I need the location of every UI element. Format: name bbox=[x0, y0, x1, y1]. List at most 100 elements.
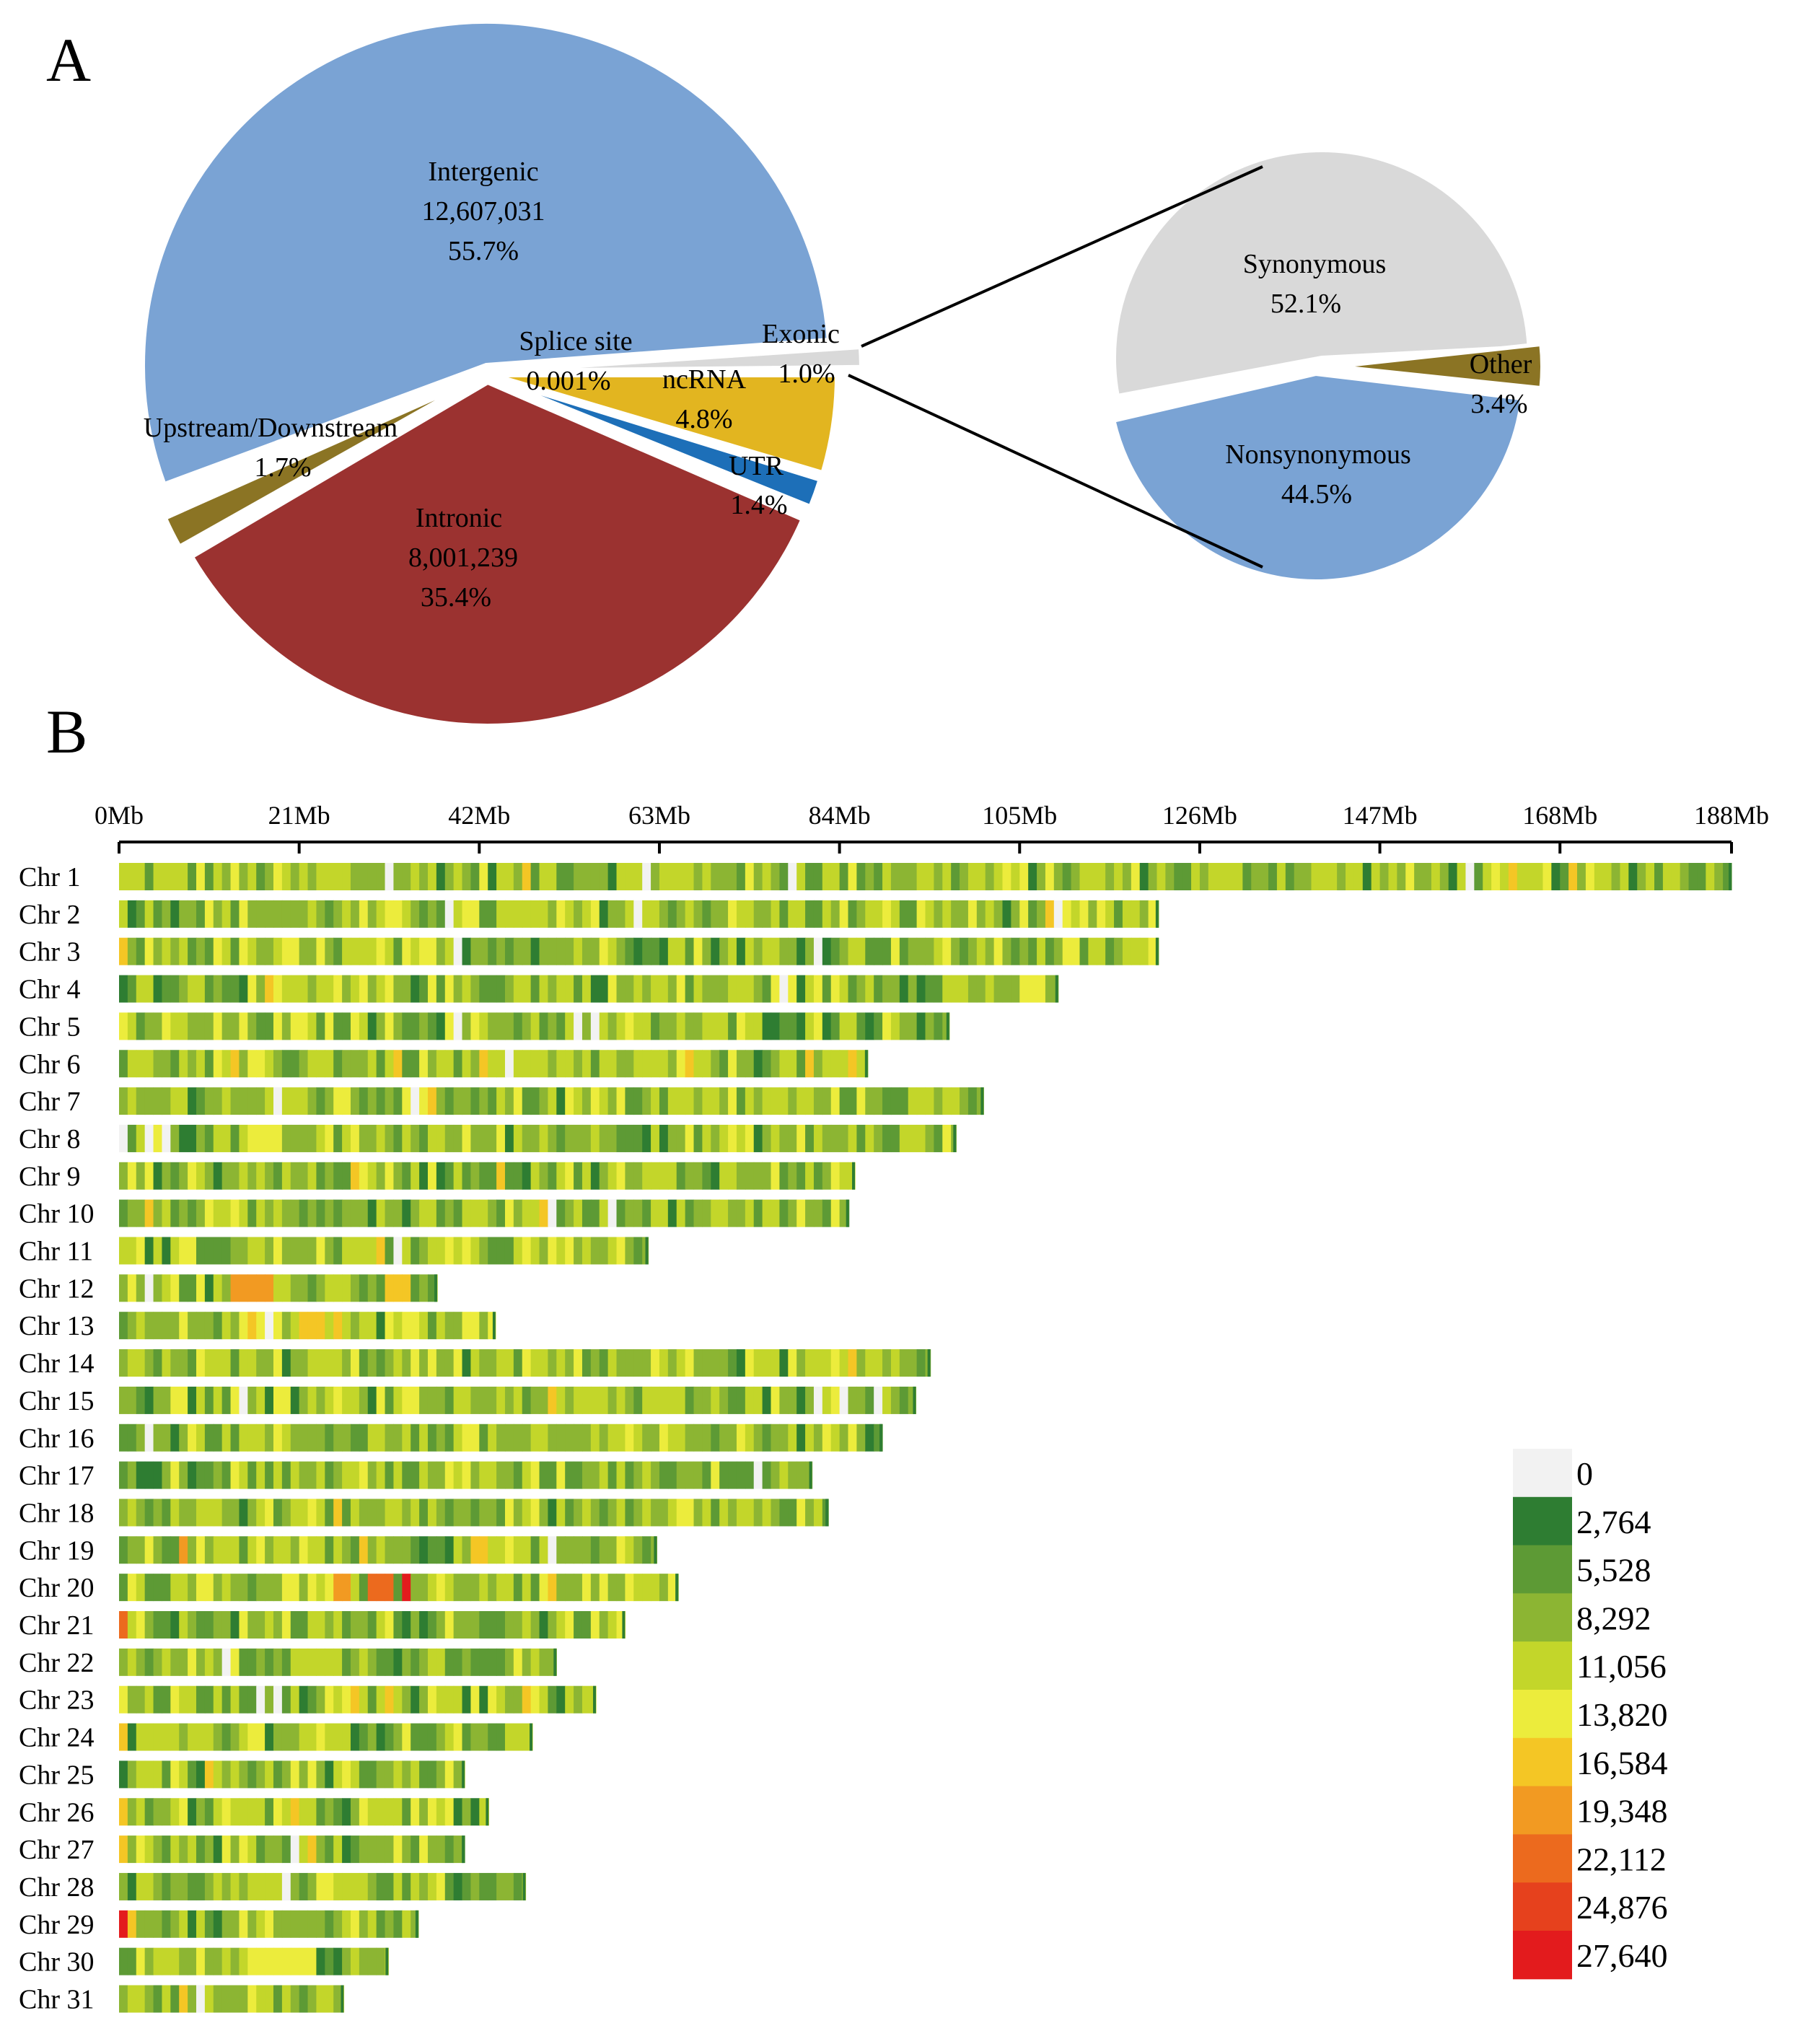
density-bin bbox=[325, 1162, 334, 1190]
density-bin bbox=[196, 975, 206, 1003]
density-bin bbox=[616, 1087, 626, 1115]
density-bin bbox=[136, 1124, 146, 1152]
density-bin bbox=[616, 1237, 626, 1265]
chromosome-end-cap bbox=[385, 1947, 389, 1975]
density-bin bbox=[548, 900, 557, 928]
density-bin bbox=[753, 1349, 763, 1377]
density-bin bbox=[411, 1499, 420, 1527]
density-bin bbox=[385, 1872, 395, 1900]
density-bin bbox=[265, 1087, 274, 1115]
density-bin bbox=[556, 863, 566, 890]
density-bin bbox=[556, 975, 566, 1003]
density-bin bbox=[796, 1349, 806, 1377]
density-bin bbox=[1414, 863, 1423, 890]
density-bin bbox=[539, 1611, 549, 1639]
density-bin bbox=[333, 1124, 343, 1152]
density-bin bbox=[213, 1536, 223, 1564]
density-bin bbox=[316, 1424, 325, 1452]
density-bin bbox=[925, 1124, 934, 1152]
density-bin bbox=[350, 1499, 360, 1527]
density-bin bbox=[273, 1237, 283, 1265]
density-bin bbox=[333, 1611, 343, 1639]
density-bin bbox=[513, 1424, 523, 1452]
density-bin bbox=[127, 1574, 137, 1602]
density-bin bbox=[393, 1162, 403, 1190]
density-bin bbox=[771, 975, 780, 1003]
pie-slice-nonsynonymous bbox=[1110, 371, 1525, 584]
density-bin bbox=[170, 900, 180, 928]
density-bin bbox=[256, 1685, 265, 1714]
density-bin bbox=[548, 1050, 557, 1078]
density-bin bbox=[728, 1162, 737, 1190]
density-bin bbox=[325, 900, 334, 928]
density-bin bbox=[1002, 975, 1011, 1003]
density-bin bbox=[325, 1648, 334, 1676]
density-bin bbox=[281, 1648, 291, 1676]
connector-line-bottom bbox=[848, 374, 1263, 569]
density-bin bbox=[788, 975, 797, 1003]
density-bin bbox=[453, 1798, 463, 1826]
density-bin bbox=[230, 937, 240, 965]
density-bin bbox=[556, 1461, 566, 1489]
density-bin bbox=[753, 1162, 763, 1190]
density-bin bbox=[367, 1162, 377, 1190]
density-bin bbox=[488, 937, 497, 965]
density-bin bbox=[1465, 863, 1475, 890]
density-bin bbox=[188, 1124, 197, 1152]
density-bin bbox=[162, 1087, 171, 1115]
density-bin bbox=[265, 1872, 274, 1900]
density-bin bbox=[204, 1947, 214, 1975]
density-bin bbox=[256, 1947, 265, 1975]
density-bin bbox=[230, 1947, 240, 1975]
density-bin bbox=[581, 1349, 592, 1377]
density-bin bbox=[1688, 863, 1698, 890]
density-bin bbox=[419, 1723, 429, 1751]
density-bin bbox=[839, 937, 849, 965]
density-bin bbox=[239, 975, 248, 1003]
density-bin bbox=[350, 1685, 360, 1714]
density-bin bbox=[659, 1012, 669, 1040]
density-bin bbox=[290, 1798, 300, 1826]
density-bin bbox=[1148, 937, 1158, 965]
slice-label-intronic-percent: 35.4% bbox=[421, 582, 491, 613]
density-bin bbox=[590, 900, 600, 928]
density-bin bbox=[444, 1760, 455, 1789]
slice-label-other-name: Other bbox=[1470, 349, 1532, 380]
density-bin bbox=[942, 1124, 952, 1152]
density-bin bbox=[488, 1386, 497, 1414]
density-bin bbox=[307, 1237, 317, 1265]
density-bin bbox=[162, 937, 171, 965]
density-bin bbox=[470, 1723, 480, 1751]
density-bin bbox=[299, 1985, 309, 2013]
density-bin bbox=[196, 1162, 206, 1190]
density-bin bbox=[522, 1723, 532, 1751]
density-bin bbox=[1097, 937, 1106, 965]
density-bin bbox=[350, 1574, 360, 1602]
density-bin bbox=[976, 937, 986, 965]
density-bin bbox=[385, 1461, 395, 1489]
density-bin bbox=[153, 1274, 163, 1302]
density-bin bbox=[685, 975, 695, 1003]
density-bin bbox=[479, 1536, 488, 1564]
density-bin bbox=[805, 1461, 813, 1489]
density-bin bbox=[359, 1835, 369, 1864]
density-bin bbox=[221, 1237, 232, 1265]
density-bin bbox=[667, 937, 677, 965]
density-bin bbox=[385, 1087, 395, 1115]
density-bin bbox=[265, 1050, 274, 1078]
density-bin bbox=[607, 1349, 618, 1377]
density-bin bbox=[504, 937, 514, 965]
density-bin bbox=[762, 1050, 772, 1078]
chromosome-bar-chr-7 bbox=[119, 1087, 984, 1115]
density-bin bbox=[290, 863, 300, 890]
density-bin bbox=[265, 1648, 274, 1676]
density-bin bbox=[170, 937, 180, 965]
density-bin bbox=[616, 1349, 626, 1377]
density-bin bbox=[402, 937, 411, 965]
density-bin bbox=[874, 1386, 883, 1414]
density-bin bbox=[1585, 863, 1595, 890]
density-bin bbox=[290, 1199, 300, 1227]
density-bin bbox=[616, 1050, 626, 1078]
density-bin bbox=[856, 1424, 866, 1452]
density-bin bbox=[1028, 937, 1037, 965]
